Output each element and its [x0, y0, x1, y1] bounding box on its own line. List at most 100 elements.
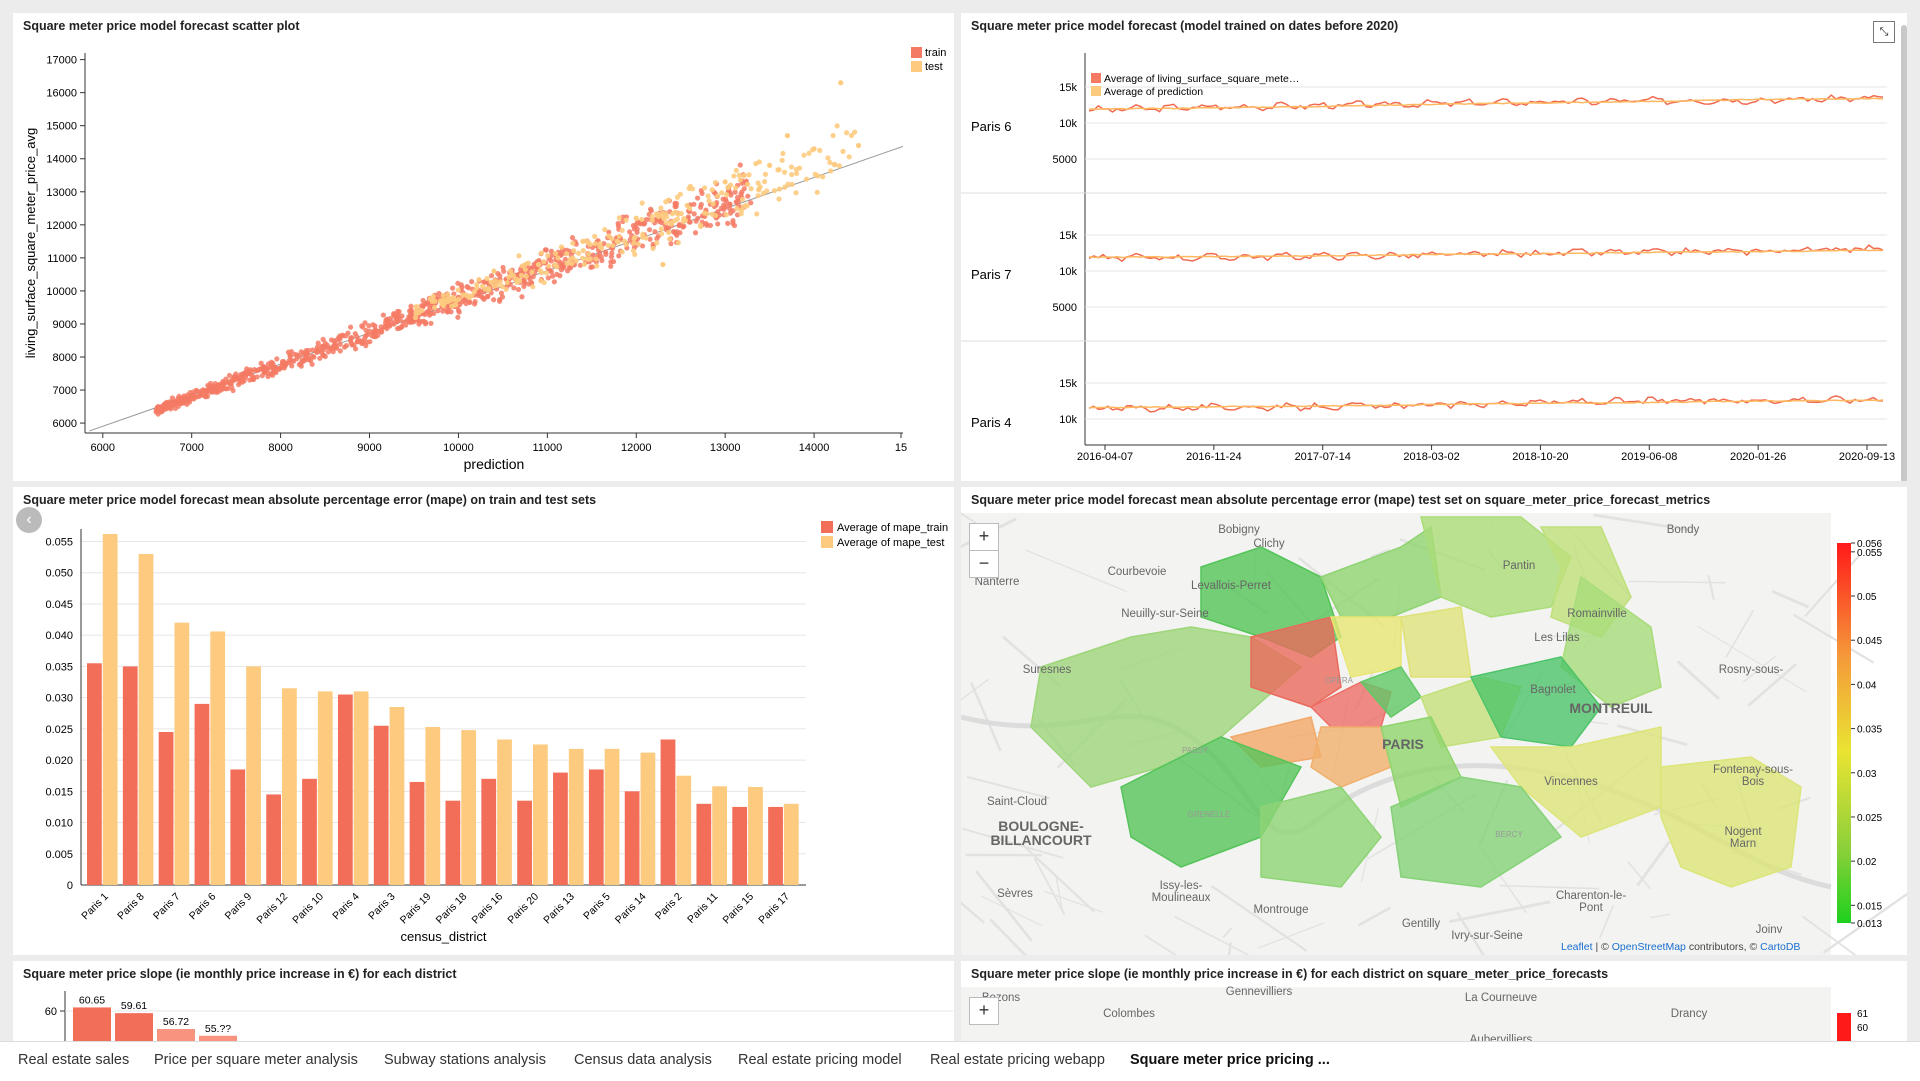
- zoom-out-button[interactable]: −: [969, 550, 999, 578]
- slope-bar: [157, 1029, 195, 1041]
- scatter-point-test: [474, 285, 479, 290]
- scatter-x-tick-label: 10000: [443, 442, 474, 454]
- scatter-point-train: [314, 350, 319, 355]
- scatter-chart[interactable]: 6000700080009000100001100012000130001400…: [13, 13, 954, 481]
- zoom-in-button[interactable]: +: [969, 523, 999, 551]
- map2-panel: Square meter price slope (ie monthly pri…: [961, 961, 1907, 1041]
- scatter-point-test: [654, 211, 659, 216]
- slope-panel: Square meter price slope (ie monthly pri…: [13, 961, 954, 1041]
- map-place-label: Fontenay-sous-: [1713, 764, 1793, 776]
- scatter-point-test: [500, 284, 505, 289]
- map-place-label: BILLANCOURT: [990, 832, 1092, 848]
- mape-test-bar: [390, 707, 405, 885]
- scatter-point-test: [698, 224, 703, 229]
- map-place-label: Marn: [1730, 838, 1756, 850]
- scatter-y-tick-label: 15000: [46, 121, 77, 133]
- scatter-point-test: [728, 182, 733, 187]
- scatter-point-train: [590, 264, 595, 269]
- mape-choropleth-map[interactable]: BobignyClichyBondyCourbevoieLevallois-Pe…: [961, 487, 1907, 955]
- scatter-point-train: [489, 273, 494, 278]
- scatter-point-test: [756, 187, 761, 192]
- lines-legend-swatch: [1091, 73, 1101, 83]
- tab-2[interactable]: Subway stations analysis: [382, 1042, 548, 1081]
- mape-train-bar: [123, 666, 138, 885]
- mape-train-bar: [266, 794, 281, 885]
- scatter-point-train: [321, 347, 326, 352]
- scatter-point-test: [840, 149, 845, 154]
- scatter-point-test: [555, 255, 560, 260]
- mape-y-tick-label: 0.045: [45, 599, 73, 611]
- tab-4[interactable]: Real estate pricing model: [736, 1042, 904, 1081]
- lines-y-tick-label: 10k: [1059, 118, 1077, 130]
- map-place-label: Romainville: [1567, 608, 1626, 620]
- scatter-point-train: [372, 323, 377, 328]
- scatter-point-test: [749, 186, 754, 191]
- scrollbar[interactable]: [1901, 25, 1907, 481]
- scatter-y-label: living_surface_square_meter_price_avg: [23, 128, 38, 359]
- scatter-y-tick-label: 14000: [46, 154, 77, 166]
- scatter-point-test: [623, 218, 628, 223]
- scale-label: 0.02: [1857, 857, 1877, 868]
- scatter-point-train: [334, 346, 339, 351]
- scatter-point-test: [620, 249, 625, 254]
- scatter-point-train: [421, 303, 426, 308]
- scatter-point-train: [609, 251, 614, 256]
- mape-train-bar: [302, 779, 317, 885]
- scatter-point-test: [832, 162, 837, 167]
- tab-6[interactable]: Square meter price pricing ...: [1128, 1042, 1332, 1081]
- scatter-point-test: [568, 257, 573, 262]
- scatter-point-train: [416, 321, 421, 326]
- mape-test-bar: [246, 666, 261, 885]
- scatter-y-tick-label: 6000: [53, 418, 77, 430]
- scatter-point-train: [730, 221, 735, 226]
- mape-test-bar: [318, 691, 333, 885]
- scatter-point-train: [676, 223, 681, 228]
- scatter-point-test: [753, 161, 758, 166]
- prev-arrow-icon[interactable]: ‹: [16, 507, 42, 533]
- slope-value-label: 55.??: [205, 1023, 231, 1035]
- tab-5[interactable]: Real estate pricing webapp: [928, 1042, 1107, 1081]
- scatter-point-train: [674, 201, 679, 206]
- tab-0[interactable]: Real estate sales: [16, 1042, 131, 1081]
- lines-legend-label: Average of living_surface_square_mete…: [1104, 73, 1299, 85]
- scatter-x-label: prediction: [464, 456, 525, 472]
- mape-test-bar: [282, 688, 297, 885]
- scatter-point-train: [288, 354, 293, 359]
- map-place-label: Bobigny: [1218, 524, 1260, 536]
- lines-x-tick-label: 2017-07-14: [1295, 451, 1351, 463]
- scatter-point-train: [616, 253, 621, 258]
- scatter-point-train: [554, 272, 559, 277]
- map-place-label: Montrouge: [1254, 904, 1309, 916]
- scatter-point-test: [660, 213, 665, 218]
- tab-1[interactable]: Price per square meter analysis: [152, 1042, 360, 1081]
- scatter-point-test: [793, 190, 798, 195]
- map2-place-label: Aubervilliers: [1470, 1034, 1533, 1041]
- mape-x-tick-label: Paris 8: [115, 891, 147, 923]
- map2-color-scale: [1837, 1013, 1851, 1041]
- scatter-point-train: [634, 230, 639, 235]
- scatter-point-train: [274, 356, 279, 361]
- scatter-point-test: [609, 236, 614, 241]
- scatter-point-test: [456, 287, 461, 292]
- scatter-point-test: [546, 263, 551, 268]
- scatter-point-test: [586, 251, 591, 256]
- mape-train-bar: [87, 663, 102, 885]
- scatter-x-tick-label: 12000: [621, 442, 652, 454]
- scale-label: 0.03: [1857, 769, 1877, 780]
- zoom-in-button-2[interactable]: +: [969, 997, 999, 1025]
- scatter-point-test: [675, 217, 680, 222]
- scatter-point-train: [176, 394, 181, 399]
- scatter-point-train: [216, 382, 221, 387]
- scatter-point-test: [777, 186, 782, 191]
- scatter-x-tick-label: 9000: [357, 442, 381, 454]
- tab-3[interactable]: Census data analysis: [572, 1042, 714, 1081]
- scatter-point-test: [523, 267, 528, 272]
- mape-chart[interactable]: 00.0050.0100.0150.0200.0250.0300.0350.04…: [13, 487, 954, 955]
- scatter-y-tick-label: 9000: [53, 319, 77, 331]
- scatter-point-test: [544, 270, 549, 275]
- scatter-panel: Square meter price model forecast scatte…: [13, 13, 954, 481]
- scatter-point-test: [742, 173, 747, 178]
